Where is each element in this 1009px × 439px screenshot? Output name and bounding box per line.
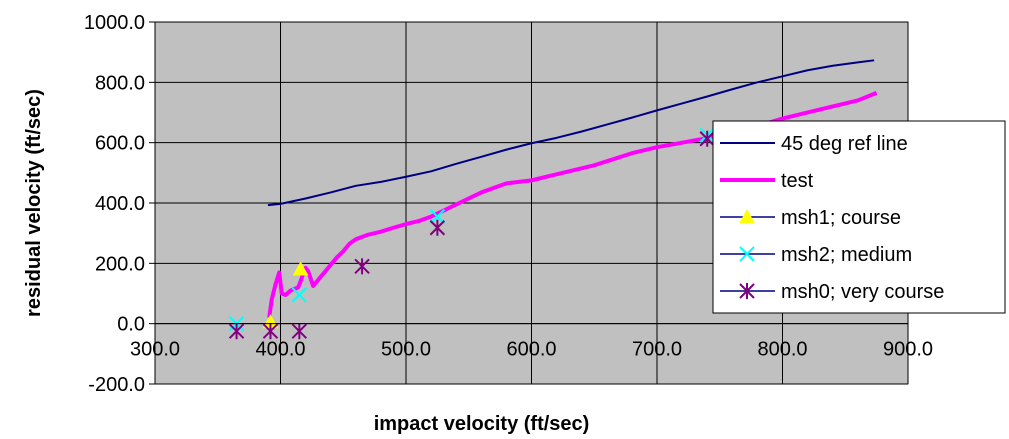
y-tick-label: 1000.0 [84,12,145,34]
marker-stroke [739,246,755,262]
legend-label: msh2; medium [781,244,912,266]
legend-swatch-marker [739,208,755,224]
marker-stroke [429,208,446,225]
x-tick-label: 300.0 [130,339,180,361]
marker-stroke [291,287,308,303]
x-tick-label: 400.0 [255,339,305,361]
series-0 [267,59,875,207]
series-line [267,91,878,318]
y-tick-label: 200.0 [95,253,145,275]
legend-label: msh0; very course [781,281,944,303]
legend-label: msh1; course [781,207,901,229]
x-axis-title: impact velocity (ft/sec) [374,413,590,435]
data-point [429,219,446,236]
x-tick-label: 500.0 [381,339,431,361]
data-point [429,208,446,225]
y-tick-label: -200.0 [88,374,145,396]
x-axis-ticks: 300.0 400.0 500.0 600.0 700.0 800.0 900.0 [130,323,933,361]
x-tick-label: 600.0 [506,339,556,361]
data-point [228,323,245,340]
legend-label: test [781,170,814,192]
y-tick-label: 800.0 [95,72,145,94]
x-tick-label: 900.0 [883,339,933,361]
legend-label: 45 deg ref line [781,133,908,155]
legend: 45 deg ref line test msh1; course msh2; med… [712,120,1006,314]
legend-item: msh2; medium [720,244,912,266]
legend-swatch-marker [739,246,755,262]
data-point [292,261,309,276]
series-4 [228,130,715,340]
legend-item: msh0; very course [720,281,944,303]
series-line [267,59,875,207]
data-point [262,323,279,340]
legend-item: test [720,170,814,192]
data-point [699,130,715,147]
legend-item: 45 deg ref line [720,133,908,155]
data-point [291,287,308,303]
y-tick-label: 600.0 [95,133,145,155]
y-tick-label: 0.0 [117,314,145,336]
y-axis-ticks: -200.0 0.0 200.0 400.0 600.0 800.0 1000.0 [84,12,156,396]
legend-swatch-marker [739,283,755,299]
legend-item: msh1; course [720,207,901,229]
data-point [291,323,308,340]
series-layer [228,59,878,340]
data-point [354,258,370,275]
y-axis-title: residual velocity (ft/sec) [23,89,45,317]
x-tick-label: 800.0 [757,339,807,361]
y-tick-label: 400.0 [95,193,145,215]
x-tick-label: 700.0 [632,339,682,361]
series-1 [267,91,878,318]
